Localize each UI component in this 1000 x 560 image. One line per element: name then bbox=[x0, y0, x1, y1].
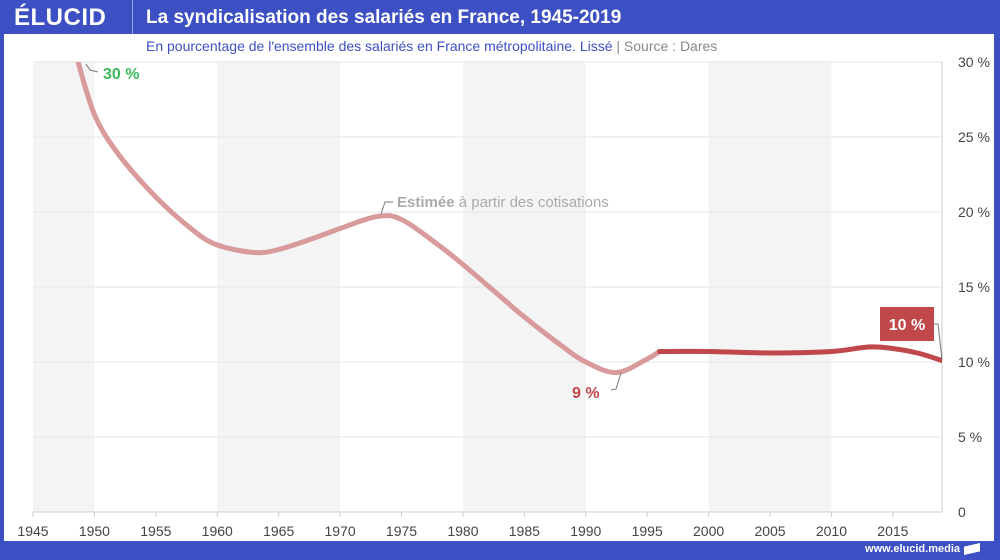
x-tick-label: 2010 bbox=[816, 523, 847, 539]
annotation-leader bbox=[380, 201, 393, 215]
chart-title: La syndicalisation des salariés en Franc… bbox=[146, 7, 622, 28]
subtitle-separator: | bbox=[612, 38, 624, 54]
x-tick-label: 2005 bbox=[754, 523, 785, 539]
y-tick-label: 5 % bbox=[958, 429, 982, 445]
header: ÉLUCID La syndicalisation des salariés e… bbox=[0, 0, 1000, 34]
chart-subtitle: En pourcentage de l'ensemble des salarié… bbox=[146, 38, 717, 54]
y-tick-label: 15 % bbox=[958, 279, 990, 295]
header-divider bbox=[132, 0, 133, 34]
elucid-flag-icon bbox=[964, 543, 980, 555]
elucid-logo: ÉLUCID bbox=[14, 4, 107, 31]
annotation-estimate: Estimée à partir des cotisations bbox=[397, 194, 609, 211]
x-tick-label: 1980 bbox=[447, 523, 478, 539]
x-tick-label: 2000 bbox=[693, 523, 724, 539]
x-tick-label: 1950 bbox=[79, 523, 110, 539]
annotation-estimate-rest: à partir des cotisations bbox=[455, 194, 609, 211]
x-tick-label: 1985 bbox=[509, 523, 540, 539]
y-tick-label: 30 % bbox=[958, 54, 990, 70]
annotation-end-box bbox=[880, 307, 934, 341]
series-line-measured bbox=[656, 344, 942, 363]
x-tick-label: 1995 bbox=[632, 523, 663, 539]
annotation-start: 30 % bbox=[103, 66, 139, 83]
y-tick-label: 0 bbox=[958, 504, 966, 520]
y-tick-label: 10 % bbox=[958, 354, 990, 370]
annotation-leader bbox=[85, 63, 99, 73]
x-tick-label: 1955 bbox=[140, 523, 171, 539]
x-tick-label: 1960 bbox=[202, 523, 233, 539]
x-tick-label: 2015 bbox=[877, 523, 908, 539]
annotation-leader bbox=[610, 372, 622, 391]
y-tick-label: 20 % bbox=[958, 204, 990, 220]
x-tick-label: 1945 bbox=[17, 523, 48, 539]
annotation-end: 10 % bbox=[889, 317, 925, 334]
source-text: Source : Dares bbox=[623, 38, 718, 54]
subtitle-text: En pourcentage de l'ensemble des salarié… bbox=[146, 38, 613, 54]
annotation-estimate-bold: Estimée bbox=[397, 194, 455, 211]
x-tick-label: 1975 bbox=[386, 523, 417, 539]
x-tick-label: 1970 bbox=[325, 523, 356, 539]
x-tick-label: 1990 bbox=[570, 523, 601, 539]
series-line-estimated bbox=[75, 62, 662, 376]
x-tick-label: 1965 bbox=[263, 523, 294, 539]
footer-url[interactable]: www.elucid.media bbox=[865, 543, 960, 555]
y-tick-label: 25 % bbox=[958, 129, 990, 145]
annotation-min: 9 % bbox=[572, 385, 600, 402]
annotation-leader bbox=[934, 323, 943, 361]
